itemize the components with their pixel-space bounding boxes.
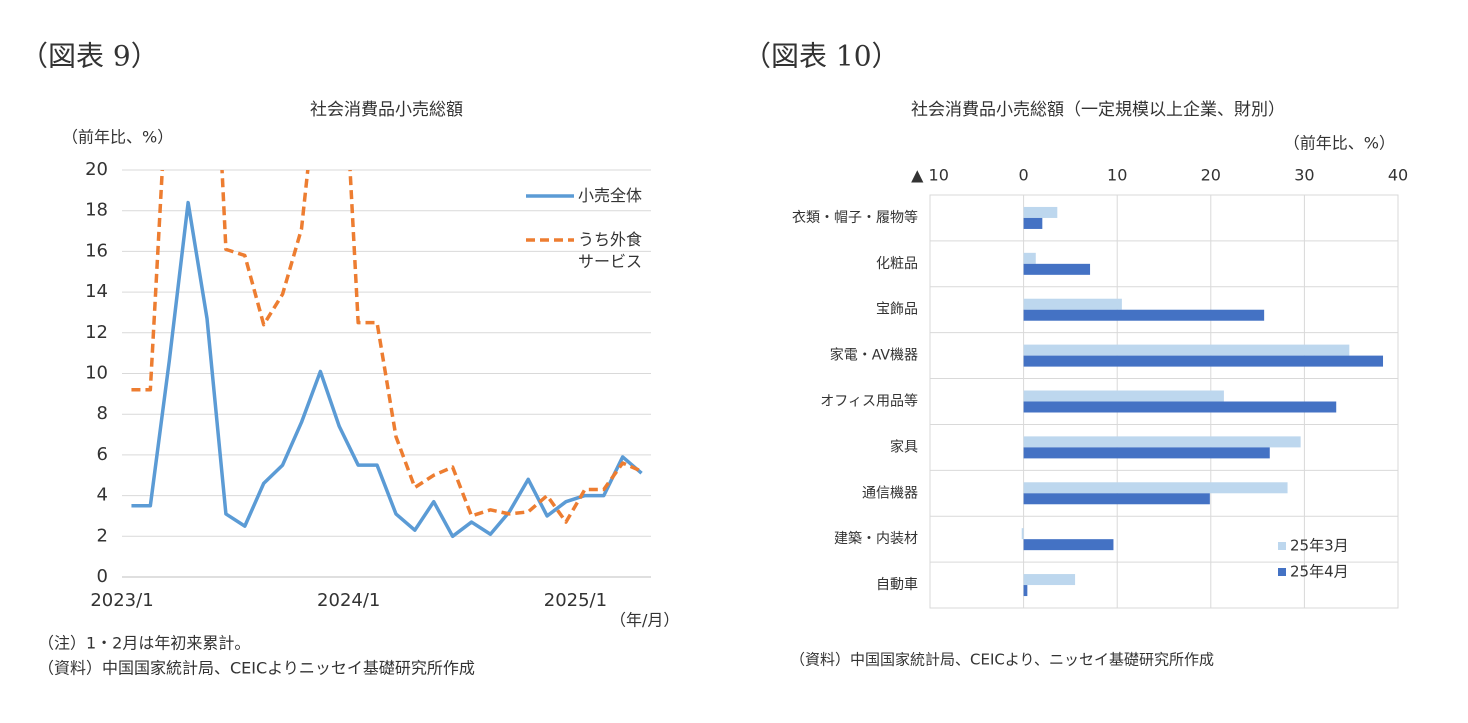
x-tick-label: 2024/1 xyxy=(317,590,380,611)
y-tick-label: 16 xyxy=(85,240,108,261)
y-tick-label: 自動車 xyxy=(876,576,918,593)
bar xyxy=(1023,252,1036,264)
legend-label: うち外食サービス xyxy=(578,230,643,271)
plot xyxy=(131,170,643,539)
y-axis-label: （前年比、%） xyxy=(62,128,173,147)
y-tick-label: 4 xyxy=(97,485,108,506)
legend-label: 25年4月 xyxy=(1290,563,1349,581)
x-tick-label: ▲ 10 xyxy=(911,166,949,185)
y-tick-label: 6 xyxy=(97,444,108,465)
bar xyxy=(1023,401,1337,413)
y-tick-label: オフィス用品等 xyxy=(820,393,918,410)
legend-label: 25年3月 xyxy=(1290,537,1349,555)
series-line xyxy=(131,170,643,524)
x-tick-label: 2023/1 xyxy=(90,590,153,611)
bar xyxy=(1023,263,1091,275)
figure-label: （図表 10） xyxy=(743,40,900,73)
x-tick-label: 2025/1 xyxy=(544,590,607,611)
x-tick-label: 10 xyxy=(1107,166,1127,185)
y-tick-label: 0 xyxy=(97,566,108,587)
note: （注）1・2月は年初来累計。 xyxy=(38,634,250,653)
bar xyxy=(1023,574,1076,586)
bar xyxy=(1023,298,1122,310)
note: （資料）中国国家統計局、CEICより、ニッセイ基礎研究所作成 xyxy=(790,651,1214,669)
bar xyxy=(1023,206,1058,218)
y-tick-label: 8 xyxy=(97,403,108,424)
bar xyxy=(1023,344,1350,356)
y-tick-label: 10 xyxy=(85,363,108,384)
bar xyxy=(1023,493,1210,505)
bar xyxy=(1021,528,1024,540)
x-tick-label: 30 xyxy=(1294,166,1314,185)
plot-border xyxy=(929,194,1399,609)
chart-title: 社会消費品小売総額（一定規模以上企業、財別） xyxy=(911,100,1285,120)
bar xyxy=(1023,585,1028,597)
chart-title: 社会消費品小売総額 xyxy=(310,100,463,120)
bar xyxy=(1023,539,1114,551)
legend-swatch xyxy=(1278,568,1286,576)
y-tick-label: 2 xyxy=(97,525,108,546)
y-tick-label: 18 xyxy=(85,200,108,221)
bar xyxy=(1023,309,1265,321)
y-tick-label: 家電・AV機器 xyxy=(830,347,918,364)
x-axis-label: （前年比、%） xyxy=(1284,134,1395,153)
x-tick-label: 20 xyxy=(1201,166,1221,185)
bar xyxy=(1023,390,1224,402)
y-tick-label: 宝飾品 xyxy=(876,302,918,318)
y-tick-label: 通信機器 xyxy=(862,485,918,501)
x-tick-label: 40 xyxy=(1388,166,1408,185)
y-tick-label: 12 xyxy=(85,322,108,343)
x-axis-label: （年/月） xyxy=(610,611,679,630)
legend-label: 小売全体 xyxy=(578,186,643,205)
bar xyxy=(1023,355,1384,367)
y-tick-label: 14 xyxy=(85,281,108,302)
note: （資料）中国国家統計局、CEICよりニッセイ基礎研究所作成 xyxy=(38,659,475,678)
bar xyxy=(1023,217,1043,229)
bar xyxy=(1023,436,1301,448)
y-tick-label: 衣類・帽子・履物等 xyxy=(792,209,918,226)
bar xyxy=(1023,482,1288,494)
y-tick-label: 建築・内装材 xyxy=(834,531,918,547)
figure-label: （図表 9） xyxy=(20,40,159,73)
legend-swatch xyxy=(1278,542,1286,550)
bar xyxy=(1023,447,1270,459)
y-tick-label: 化粧品 xyxy=(876,256,918,272)
y-tick-label: 家具 xyxy=(890,438,918,455)
series-line xyxy=(131,200,643,539)
y-tick-label: 20 xyxy=(85,159,108,180)
x-tick-label: 0 xyxy=(1019,166,1029,185)
